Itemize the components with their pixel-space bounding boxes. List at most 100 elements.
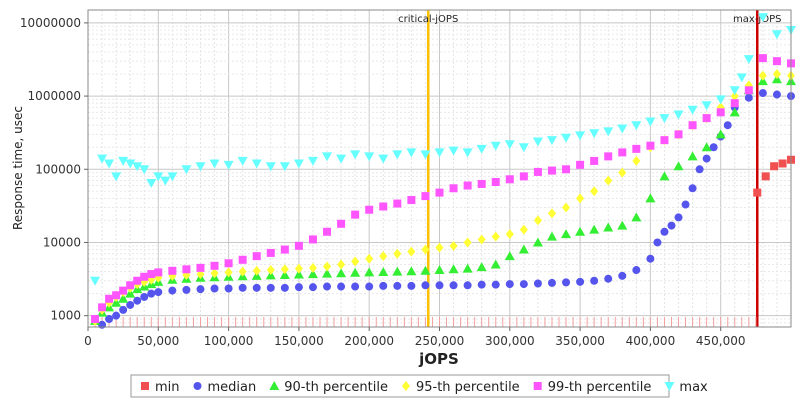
max-point (350, 150, 361, 160)
90-th-percentile-point (307, 269, 318, 279)
99-th-percentile-point (98, 303, 107, 312)
95-th-percentile-point (632, 155, 641, 166)
99-th-percentile-point (351, 210, 360, 219)
median-point (463, 281, 472, 290)
legend: min median 90-th percentile 95-th percentil… (130, 374, 708, 398)
90-th-percentile-point (111, 297, 122, 307)
90-th-percentile-point (518, 244, 529, 254)
max-point (448, 146, 459, 156)
median-point (758, 89, 767, 98)
max-point (139, 165, 150, 175)
max-point (434, 148, 445, 158)
90-th-percentile-point (462, 263, 473, 273)
99-th-percentile-point (744, 86, 753, 95)
y-tick-label: 10000000 (20, 16, 81, 30)
median-point (119, 305, 128, 314)
max-point (265, 162, 276, 172)
median-point (393, 281, 402, 290)
90-th-percentile-point (364, 267, 375, 277)
median-point (224, 284, 233, 293)
x-axis-ticks: 0 50,000 100,000 150,000 200,000 250,000 300,0… (84, 327, 746, 348)
legend-marker-median (193, 382, 202, 390)
median-point (379, 281, 388, 290)
median-point (667, 221, 676, 230)
max-point (160, 176, 171, 186)
median-point (407, 281, 416, 290)
90-th-percentile-point (336, 268, 347, 278)
y-tick-label: 1000 (50, 309, 81, 323)
90-th-percentile-point (561, 229, 572, 239)
99-th-percentile-point (519, 172, 528, 181)
median-point (519, 280, 528, 289)
max-point (687, 105, 698, 115)
95-th-percentile-point (449, 240, 458, 251)
median-point (105, 315, 114, 324)
95-th-percentile-point (604, 175, 613, 186)
99-th-percentile-point (491, 178, 500, 187)
99-th-percentile-point (674, 130, 683, 139)
legend-marker-99-th-percentile (533, 382, 542, 390)
99-th-percentile-point (505, 175, 514, 184)
90-th-percentile-point (659, 171, 670, 181)
max-point (490, 141, 501, 151)
99-th-percentile-point (533, 167, 542, 176)
max-point (532, 137, 543, 147)
legend-label-median: median (208, 380, 257, 395)
99-th-percentile-point (105, 294, 114, 303)
x-tick-label: 50,000 (137, 334, 179, 348)
95-th-percentile-point (618, 167, 627, 178)
max-point (307, 156, 318, 166)
legend-marker-95-th-percentile (401, 381, 410, 391)
median-point (294, 283, 303, 292)
max-point (279, 162, 290, 172)
median-point (266, 283, 275, 292)
median-point (772, 90, 781, 99)
90-th-percentile-point (448, 264, 459, 274)
x-tick-label: 0 (84, 334, 92, 348)
x-tick-label: 100,000 (204, 334, 254, 348)
99-th-percentile-point (133, 276, 142, 285)
median-point (154, 288, 163, 297)
95-th-percentile-point (407, 246, 416, 257)
median-point (491, 280, 500, 289)
median-point (168, 286, 177, 295)
95-th-percentile-point (590, 186, 599, 197)
max-point (132, 162, 143, 172)
median-point (723, 121, 732, 130)
99-th-percentile-point (730, 99, 739, 108)
median-point (449, 281, 458, 290)
90-th-percentile-point (476, 262, 487, 272)
legend-label-max: max (679, 380, 708, 395)
median-point (674, 213, 683, 222)
90-th-percentile-point (322, 268, 333, 278)
99-th-percentile-point (91, 315, 100, 324)
x-tick-label: 300,000 (485, 334, 535, 348)
max-point (392, 150, 403, 160)
99-th-percentile-point (147, 270, 156, 279)
median-point (210, 284, 219, 293)
95-th-percentile-point (491, 231, 500, 242)
max-point (575, 131, 586, 141)
99-th-percentile-point (449, 184, 458, 193)
y-axis-title: Response time, usec (11, 106, 25, 230)
max-point (736, 73, 747, 83)
median-point (604, 274, 613, 283)
median-point (702, 154, 711, 163)
median-point (351, 282, 360, 291)
95-th-percentile-point (308, 262, 317, 273)
99-th-percentile-point (238, 255, 247, 264)
median-point (744, 93, 753, 102)
99-th-percentile-point (140, 272, 149, 281)
max-point (153, 172, 164, 182)
90-th-percentile-point (350, 267, 361, 277)
max-point (729, 86, 740, 96)
95-th-percentile-point (337, 259, 346, 270)
max-point (757, 13, 768, 23)
95-th-percentile-point (294, 263, 303, 274)
max-point (673, 110, 684, 120)
90-th-percentile-point (125, 288, 136, 298)
max-point (561, 133, 572, 143)
median-point (681, 200, 690, 209)
median-point (421, 281, 430, 290)
